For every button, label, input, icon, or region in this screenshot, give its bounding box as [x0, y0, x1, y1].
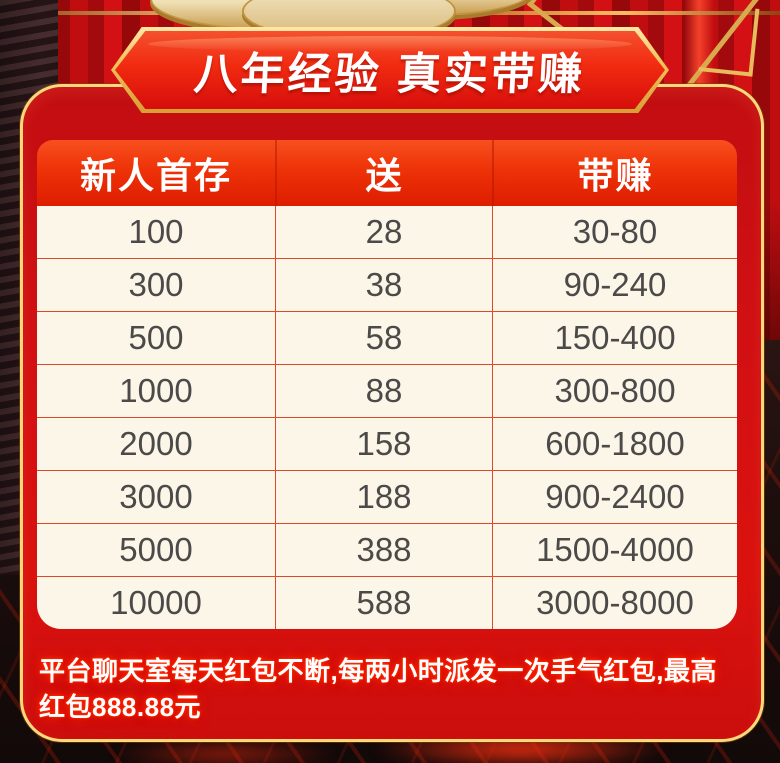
table-cell: 1000: [119, 372, 193, 409]
gold-frame-corner: [698, 3, 760, 77]
banner-title: 八年经验 真实带赚: [192, 50, 587, 99]
table-cell: 900-2400: [492, 471, 737, 523]
table-row: 1000 88 300-800: [37, 364, 737, 417]
table-cell: 600-1800: [492, 418, 737, 470]
title-banner: 八年经验 真实带赚: [111, 27, 669, 113]
table-header-cell-earn: 带赚: [492, 140, 737, 206]
gold-coin-stack: [150, 0, 580, 42]
title-banner-inner: 八年经验 真实带赚: [115, 31, 665, 109]
table-cell: 28: [275, 206, 492, 258]
table-row: 500 58 150-400: [37, 311, 737, 364]
table-cell: 300-800: [492, 365, 737, 417]
table-cell: 5000: [119, 531, 193, 568]
table-cell: 158: [275, 418, 492, 470]
table-cell: 388: [275, 524, 492, 576]
light-beam: [684, 0, 714, 92]
table-body: 100 28 30-80 300 38 90-240 500 58 150-40…: [37, 206, 737, 629]
table-row: 5000 388 1500-4000: [37, 523, 737, 576]
table-cell: 2000: [119, 425, 193, 462]
promo-panel: 新人首存 送 带赚 100 28 30-80 300 38 90-240 500…: [20, 84, 764, 742]
table-header-cell-bonus: 送: [275, 140, 492, 206]
table-cell: 58: [275, 312, 492, 364]
table-cell: 88: [275, 365, 492, 417]
table-cell: 38: [275, 259, 492, 311]
table-row: 3000 188 900-2400: [37, 470, 737, 523]
table-header-cell-deposit: 新人首存: [79, 155, 232, 196]
deposit-bonus-table: 新人首存 送 带赚 100 28 30-80 300 38 90-240 500…: [37, 140, 737, 629]
table-cell: 188: [275, 471, 492, 523]
table-cell: 300: [128, 266, 184, 303]
table-cell: 30-80: [492, 206, 737, 258]
table-cell: 500: [128, 319, 184, 356]
table-row: 2000 158 600-1800: [37, 417, 737, 470]
table-header-row: 新人首存 送 带赚: [37, 140, 737, 206]
promo-note: 平台聊天室每天红包不断,每两小时派发一次手气红包,最高 红包888.88元: [39, 656, 717, 722]
table-cell: 150-400: [492, 312, 737, 364]
table-cell: 588: [275, 577, 492, 629]
table-row: 100 28 30-80: [37, 206, 737, 258]
table-cell: 3000-8000: [492, 577, 737, 629]
table-cell: 10000: [110, 584, 202, 621]
table-cell: 1500-4000: [492, 524, 737, 576]
table-row: 300 38 90-240: [37, 258, 737, 311]
table-cell: 90-240: [492, 259, 737, 311]
table-cell: 100: [128, 213, 184, 250]
table-row: 10000 588 3000-8000: [37, 576, 737, 629]
table-cell: 3000: [119, 478, 193, 515]
